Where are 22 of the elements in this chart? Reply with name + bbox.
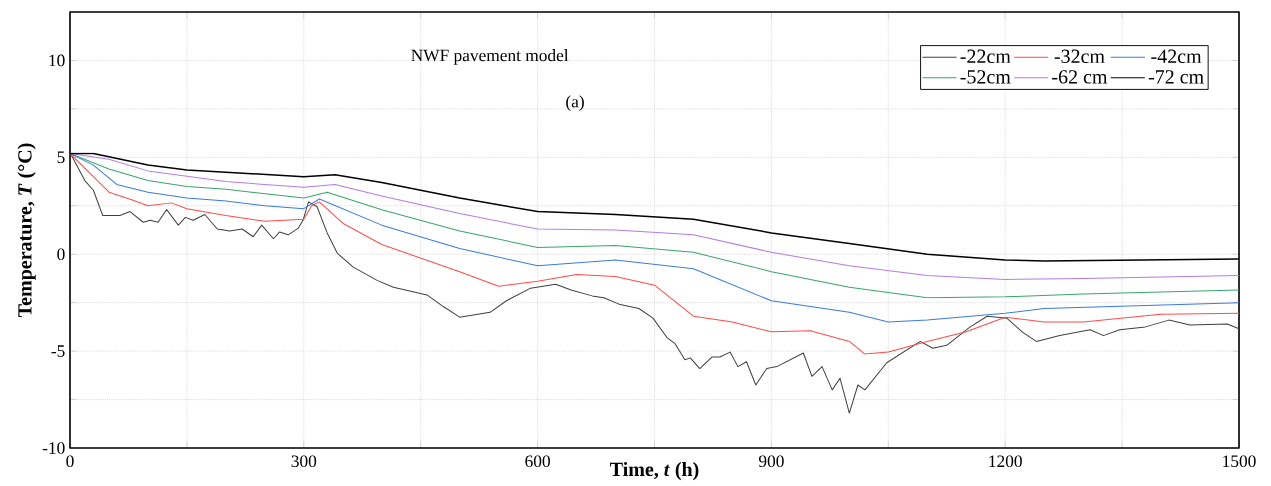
x-tick-label: 1200 — [989, 455, 1022, 468]
legend-label: -32cm — [1054, 49, 1105, 64]
x-axis-title: Time, t (h) — [610, 462, 699, 481]
x-tick-label: 300 — [291, 455, 317, 468]
y-axis-title: Temperature, T (°C) — [17, 143, 36, 318]
annotation: (a) — [566, 95, 584, 111]
legend-label: -22cm — [960, 49, 1011, 64]
y-tick-label: -10 — [42, 442, 65, 454]
x-tick-label: 0 — [66, 455, 74, 468]
legend-label: -62 cm — [1052, 70, 1108, 84]
y-tick-label: 0 — [57, 248, 65, 261]
line-series — [70, 152, 1240, 355]
x-tick-label: 600 — [525, 455, 550, 468]
x-tick-label: 1500 — [1223, 455, 1256, 468]
legend-label: -72 cm — [1148, 70, 1204, 84]
y-tick-label: -5 — [51, 345, 65, 357]
legend-label: -42cm — [1151, 49, 1202, 64]
legend-label: -52cm — [960, 70, 1011, 84]
y-tick-label: 5 — [57, 151, 65, 164]
y-tick-label: 10 — [49, 54, 65, 67]
text: NWF pavement model — [411, 49, 569, 65]
x-tick-label: 900 — [758, 455, 784, 468]
